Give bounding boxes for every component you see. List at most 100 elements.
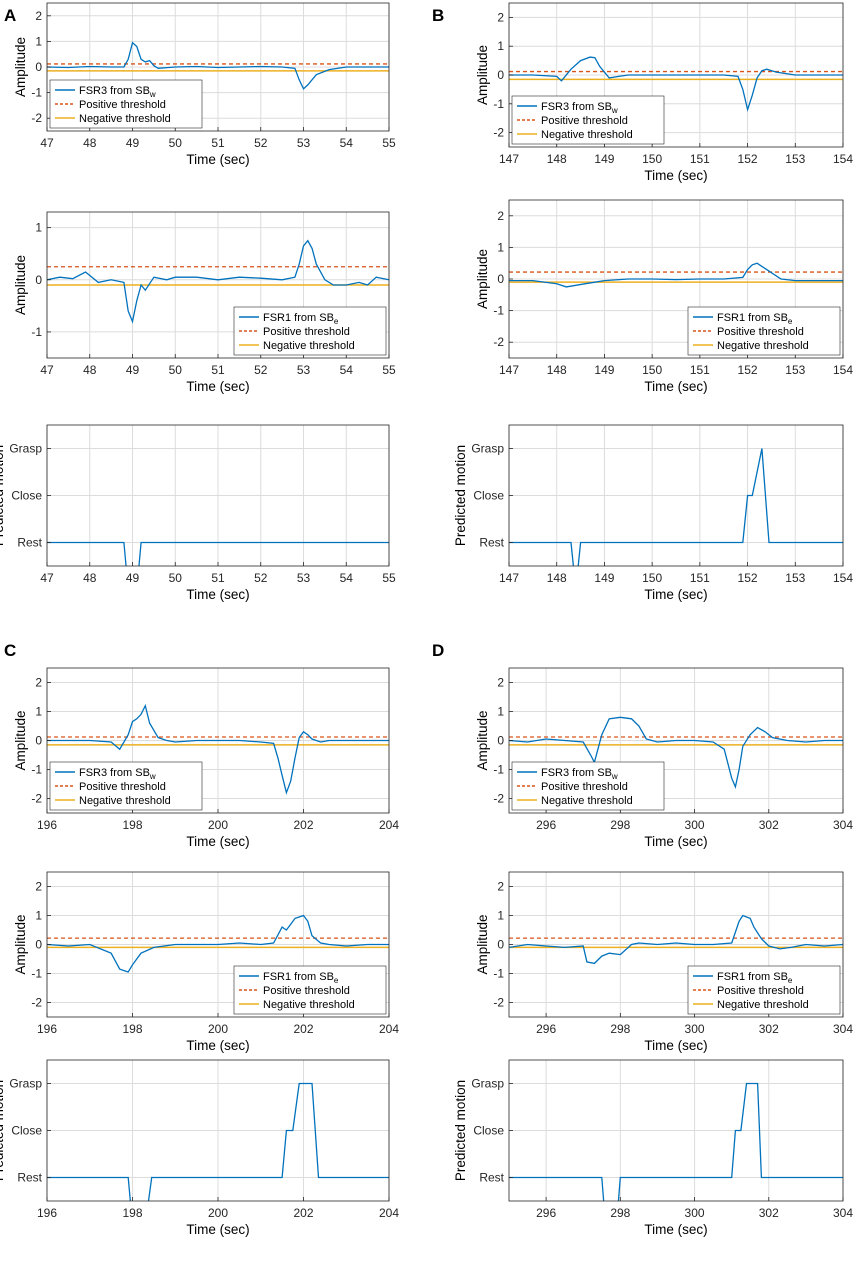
chart-panel-c-3: 196 198 200 202 204 Rest Close Grasp Time (sec) P…	[0, 1059, 399, 1237]
x-tick-label: 54	[340, 363, 354, 377]
x-tick-label: 304	[833, 1022, 853, 1036]
x-tick-label: 152	[738, 571, 758, 585]
legend-positive-label: Positive threshold	[541, 781, 628, 793]
y-axis-label: Amplitude	[475, 45, 490, 105]
x-tick-label: 198	[122, 1022, 142, 1036]
x-axis-label: Time (sec)	[644, 1222, 707, 1237]
legend-positive-label: Positive threshold	[263, 985, 350, 997]
legend-box	[511, 761, 665, 811]
x-tick-label: 200	[208, 1022, 228, 1036]
x-tick-label: 51	[211, 136, 225, 150]
y-tick-label: Grasp	[9, 442, 42, 456]
legend-positive-label: Positive threshold	[79, 99, 166, 111]
y-tick-label: -1	[31, 967, 42, 981]
legend-signal-subscript: e	[788, 317, 793, 326]
x-tick-label: 198	[122, 1206, 142, 1220]
legend-signal-label: FSR1 from SBe	[263, 312, 339, 326]
x-tick-label: 300	[685, 818, 705, 832]
x-tick-label: 147	[499, 363, 519, 377]
x-tick-label: 298	[610, 818, 630, 832]
x-tick-label: 204	[379, 1022, 399, 1036]
y-tick-label: 2	[497, 209, 504, 223]
y-tick-label: 1	[35, 909, 42, 923]
y-tick-label: -1	[31, 86, 42, 100]
y-tick-label: -1	[493, 304, 504, 318]
x-tick-label: 147	[499, 571, 519, 585]
x-tick-label: 49	[126, 363, 140, 377]
x-axis-label: Time (sec)	[644, 587, 707, 602]
legend-signal-label: FSR3 from SBw	[541, 101, 618, 115]
y-tick-label: -1	[31, 325, 42, 339]
x-tick-label: 153	[785, 152, 805, 166]
x-tick-label: 55	[382, 136, 396, 150]
x-tick-label: 51	[211, 571, 225, 585]
y-tick-label: Grasp	[471, 1077, 504, 1091]
x-tick-label: 148	[547, 363, 567, 377]
x-tick-label: 53	[297, 363, 311, 377]
x-axis-label: Time (sec)	[644, 834, 707, 849]
legend-signal-label: FSR3 from SBw	[79, 767, 156, 781]
x-tick-label: 48	[83, 363, 97, 377]
x-tick-label: 150	[642, 363, 662, 377]
signal-line	[509, 448, 843, 566]
y-tick-label: Rest	[479, 536, 504, 550]
signal-line	[47, 41, 389, 90]
x-axis-label: Time (sec)	[186, 587, 249, 602]
chart-panel-d-3: 296 298 300 302 304 Rest Close Grasp Time (sec) P…	[453, 1059, 853, 1237]
y-tick-label: Close	[11, 489, 42, 503]
y-tick-label: 1	[35, 705, 42, 719]
x-tick-label: 148	[547, 571, 567, 585]
x-tick-label: 52	[254, 571, 268, 585]
y-tick-label: 1	[497, 909, 504, 923]
y-tick-label: 2	[497, 880, 504, 894]
x-tick-label: 296	[536, 818, 556, 832]
y-axis-label: Amplitude	[475, 914, 490, 974]
chart-panel-b-2: 147 148 149 150 151 152 153 154 -2 -1 0 1 2 Time (sec…	[475, 199, 853, 394]
legend-signal-subscript: w	[611, 772, 618, 781]
x-tick-label: 200	[208, 818, 228, 832]
x-tick-label: 50	[169, 571, 183, 585]
x-tick-label: 50	[169, 136, 183, 150]
y-tick-label: 2	[35, 9, 42, 23]
x-tick-label: 151	[690, 152, 710, 166]
x-tick-label: 51	[211, 363, 225, 377]
x-tick-label: 298	[610, 1206, 630, 1220]
x-tick-label: 196	[37, 818, 57, 832]
legend-signal-label: FSR3 from SBw	[79, 85, 156, 99]
x-tick-label: 150	[642, 152, 662, 166]
legend-box	[511, 95, 665, 145]
signal-line	[47, 239, 389, 324]
x-tick-label: 300	[685, 1206, 705, 1220]
x-tick-label: 50	[169, 363, 183, 377]
legend-signal-label: FSR1 from SBe	[717, 971, 793, 985]
x-tick-label: 296	[536, 1022, 556, 1036]
y-tick-label: Close	[11, 1124, 42, 1138]
y-axis-label: Amplitude	[13, 37, 28, 97]
y-tick-label: -2	[31, 792, 42, 806]
y-tick-label: 0	[497, 734, 504, 748]
y-tick-label: 2	[497, 676, 504, 690]
chart-panel-a-3: 47 48 49 50 51 52 53 54 55 Rest Close Grasp Time (se…	[0, 424, 396, 602]
x-axis-label: Time (sec)	[644, 1038, 707, 1053]
panel-label-d: D	[432, 641, 445, 660]
legend-box	[49, 761, 203, 811]
y-tick-label: 2	[35, 676, 42, 690]
x-tick-label: 53	[297, 136, 311, 150]
signal-line	[509, 1082, 843, 1201]
x-tick-label: 49	[126, 571, 140, 585]
x-tick-label: 48	[83, 571, 97, 585]
legend-positive-label: Positive threshold	[717, 326, 804, 338]
legend-negative-label: Negative threshold	[717, 999, 809, 1011]
x-tick-label: 53	[297, 571, 311, 585]
x-tick-label: 304	[833, 818, 853, 832]
y-tick-label: -2	[31, 996, 42, 1010]
x-tick-label: 198	[122, 818, 142, 832]
x-tick-label: 47	[40, 363, 54, 377]
chart-panel-c-2: 196 198 200 202 204 -2 -1 0 1 2 Time (sec) Amplitud…	[13, 871, 399, 1053]
x-tick-label: 54	[340, 571, 354, 585]
x-tick-label: 149	[594, 571, 614, 585]
